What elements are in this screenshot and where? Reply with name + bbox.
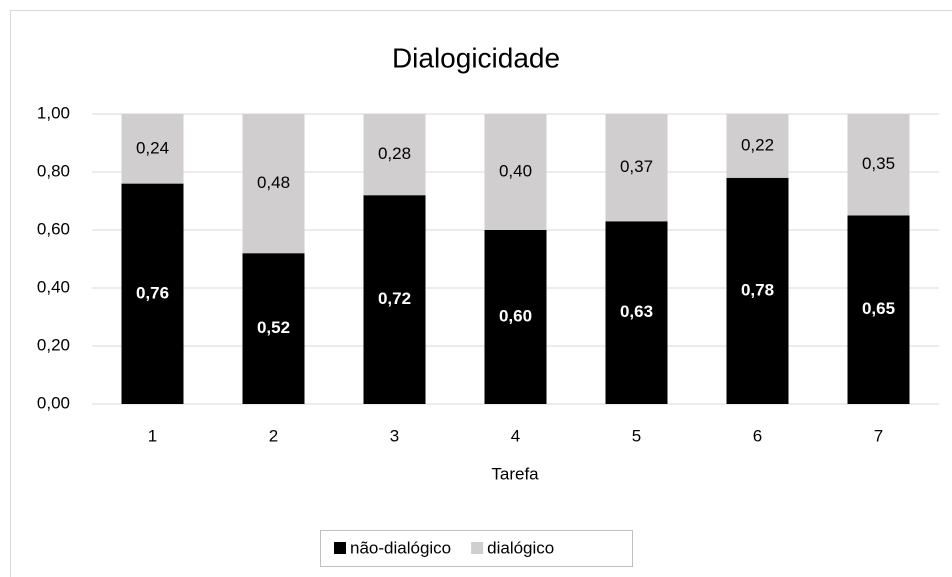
bar-segment	[363, 195, 426, 404]
data-label: 0,22	[741, 135, 774, 154]
x-axis-title: Tarefa	[491, 464, 539, 483]
data-label: 0,35	[862, 154, 895, 173]
y-tick-label: 0,60	[37, 219, 70, 238]
bar-segment	[605, 221, 668, 404]
bar-segment	[242, 253, 305, 404]
x-tick-label: 2	[269, 426, 278, 445]
x-tick-label: 5	[632, 426, 641, 445]
legend-swatch	[334, 542, 346, 554]
y-tick-label: 0,20	[37, 335, 70, 354]
data-label: 0,40	[499, 161, 532, 180]
x-tick-label: 1	[148, 426, 157, 445]
bar-segment	[121, 114, 184, 184]
y-tick-label: 1,00	[37, 103, 70, 122]
bar-segment	[484, 230, 547, 404]
data-label: 0,78	[741, 280, 774, 299]
bar-segment	[847, 215, 910, 404]
data-label: 0,76	[136, 283, 169, 302]
bar-segment	[242, 114, 305, 254]
bar-segment	[726, 114, 789, 178]
data-label: 0,72	[378, 289, 411, 308]
bar-segment	[605, 114, 668, 222]
data-label: 0,65	[862, 299, 895, 318]
y-tick-label: 0,80	[37, 161, 70, 180]
bar-segment	[726, 177, 789, 404]
data-label: 0,52	[257, 318, 290, 337]
bar-segment	[121, 183, 184, 404]
data-label: 0,60	[499, 306, 532, 325]
x-tick-label: 4	[511, 426, 520, 445]
chart-title: Dialogicidade	[392, 42, 560, 73]
legend-swatch	[471, 542, 484, 554]
legend-label: dialógico	[487, 538, 554, 557]
data-label: 0,28	[378, 144, 411, 163]
x-tick-label: 7	[874, 426, 883, 445]
data-label: 0,37	[620, 157, 653, 176]
y-tick-label: 0,00	[37, 393, 70, 412]
bar-segment	[484, 114, 547, 230]
data-label: 0,24	[136, 138, 169, 157]
bar-segment	[847, 114, 910, 216]
data-label: 0,48	[257, 173, 290, 192]
bar-segment	[363, 114, 426, 196]
data-label: 0,63	[620, 302, 653, 321]
y-tick-label: 0,40	[37, 277, 70, 296]
legend-label: não-dialógico	[350, 538, 451, 557]
x-tick-label: 3	[390, 426, 399, 445]
x-tick-label: 6	[753, 426, 762, 445]
